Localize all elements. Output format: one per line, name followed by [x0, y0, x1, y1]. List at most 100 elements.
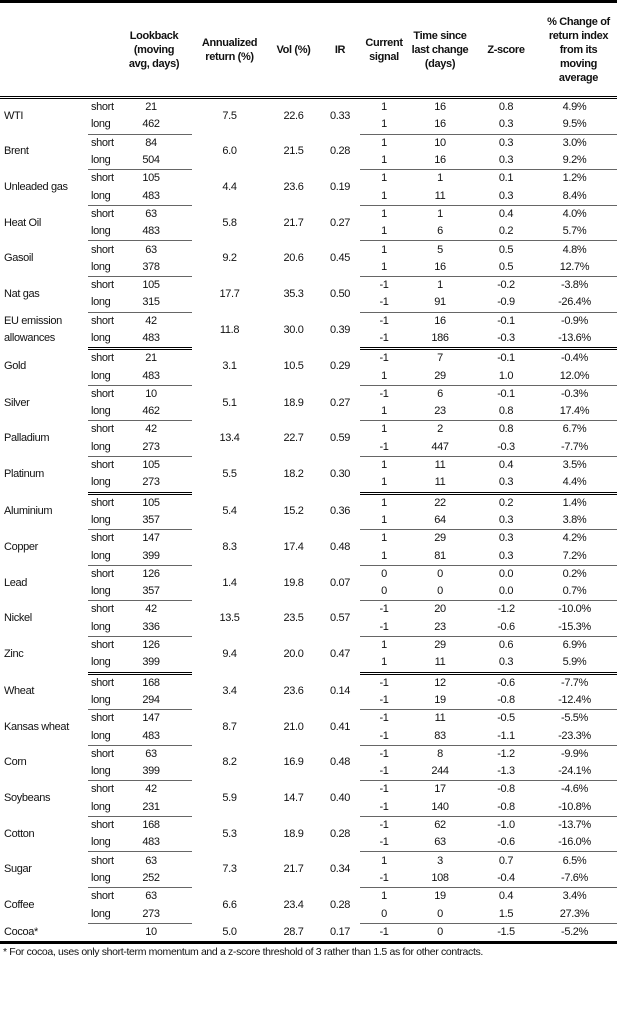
annualized-return: 6.0: [222, 145, 237, 158]
vol-value: 23.6: [283, 684, 304, 697]
pct-change: 8.4%: [540, 187, 617, 206]
commodity-name: Platinum: [4, 468, 44, 481]
current-signal: -1: [379, 603, 389, 616]
annualized-return: 9.4: [222, 648, 237, 661]
lookback-value: 273: [126, 905, 192, 924]
lookback-value: 483: [126, 187, 192, 206]
z-score: 0.3: [472, 116, 540, 135]
time-since-change: 23: [408, 403, 472, 422]
annualized-return: 13.4: [219, 432, 240, 445]
term-label: long: [88, 187, 126, 206]
term-label: short: [91, 136, 114, 149]
term-label: long: [88, 905, 126, 924]
table-row: Palladium short 42 13.4 22.7 0.59 1 2 0.8 6.7%: [0, 421, 617, 444]
lookback-value: 483: [126, 834, 192, 853]
z-score: 0.5: [498, 243, 514, 256]
current-signal: -1: [379, 279, 389, 292]
lookback-value: 126: [142, 639, 160, 652]
annualized-return: 6.6: [222, 898, 237, 911]
ir-value: 0.40: [329, 792, 350, 805]
table-row: Soybeans short 42 5.9 14.7 0.40 -1 17 -0.8 -4.6%: [0, 781, 617, 804]
vol-value: 21.7: [283, 216, 304, 229]
annualized-return: 5.1: [222, 396, 237, 409]
z-score: -0.8: [472, 691, 540, 711]
term-label: long: [88, 294, 126, 313]
pct-change: 3.4%: [562, 890, 587, 903]
z-score: 0.4: [498, 459, 514, 472]
term-label: long: [88, 367, 126, 386]
time-since-change: 1: [437, 207, 443, 220]
z-score: 0.6: [498, 639, 514, 652]
table-row: Coffee short 63 6.6 23.4 0.28 1 19 0.4 3.4%: [0, 888, 617, 911]
time-since-change: 11: [408, 474, 472, 495]
z-score: 0.7: [498, 854, 514, 867]
annualized-return: 8.3: [222, 540, 237, 553]
time-since-change: 83: [408, 727, 472, 746]
header-vol: Vol (%): [267, 0, 320, 99]
pct-change: 12.7%: [540, 258, 617, 277]
commodity-name: Coffee: [4, 898, 35, 911]
z-score: 0.2: [498, 496, 514, 509]
annualized-return: 3.1: [222, 360, 237, 373]
current-signal: 1: [381, 207, 387, 220]
vol-value: 15.2: [283, 504, 304, 517]
current-signal: 1: [360, 367, 408, 386]
commodity-name: Aluminium: [4, 504, 53, 517]
table-row: long 357 1 64 0.3 3.8%: [0, 511, 617, 531]
z-score: 1.5: [472, 905, 540, 924]
term-label: long: [88, 834, 126, 853]
time-since-change: 2: [437, 423, 443, 436]
time-since-change: 186: [408, 329, 472, 351]
term-label: short: [91, 676, 114, 689]
pct-change: -10.0%: [558, 603, 591, 616]
table-row: Cotton short 168 5.3 18.9 0.28 -1 62 -1.0 -13.7%: [0, 816, 617, 840]
lookback-value: 21: [145, 101, 157, 114]
z-score: 0.5: [472, 258, 540, 277]
term-label: short: [91, 423, 114, 436]
z-score: 0.0: [498, 567, 514, 580]
current-signal: 0: [360, 905, 408, 924]
lookback-value: 63: [145, 854, 157, 867]
lookback-value: 42: [145, 314, 157, 327]
current-signal: -1: [360, 834, 408, 853]
lookback-value: 105: [142, 172, 160, 185]
term-label: long: [88, 438, 126, 457]
pct-change: -13.6%: [540, 329, 617, 351]
ir-value: 0.28: [329, 827, 350, 840]
header-commodity: [0, 0, 88, 99]
table-row: long 399 1 11 0.3 5.9%: [0, 654, 617, 675]
time-since-change: 16: [408, 151, 472, 171]
pct-change: -3.8%: [561, 279, 588, 292]
table-row: long 273 1 11 0.3 4.4%: [0, 474, 617, 495]
table-row: Copper short 147 8.3 17.4 0.48 1 29 0.3 4.2%: [0, 530, 617, 553]
time-since-change: 5: [437, 243, 443, 256]
table-row: long 273 -1 447 -0.3 -7.7%: [0, 438, 617, 457]
pct-change: 7.2%: [540, 547, 617, 566]
time-since-change: 81: [408, 547, 472, 566]
term-label: [88, 923, 126, 944]
current-signal: 0: [360, 583, 408, 602]
current-signal: 1: [381, 639, 387, 652]
z-score: 0.3: [472, 187, 540, 206]
lookback-value: 399: [126, 547, 192, 566]
ir-value: 0.29: [329, 360, 350, 373]
current-signal: 1: [381, 890, 387, 903]
table-row: long 273 0 0 1.5 27.3%: [0, 905, 617, 924]
term-label: long: [88, 329, 126, 351]
pct-change: 1.4%: [562, 496, 587, 509]
time-since-change: 10: [434, 136, 446, 149]
term-label: short: [91, 854, 114, 867]
ir-value: 0.41: [329, 720, 350, 733]
z-score: 0.3: [472, 151, 540, 171]
pct-change: 0.7%: [540, 583, 617, 602]
current-signal: 1: [381, 496, 387, 509]
pct-change: -13.7%: [558, 819, 591, 832]
z-score: -0.6: [497, 676, 515, 689]
lookback-value: 105: [142, 459, 160, 472]
pct-change: 5.7%: [540, 223, 617, 242]
header-current-signal: Current signal: [360, 0, 408, 99]
current-signal: -1: [379, 314, 389, 327]
header-annualized-return: Annualized return (%): [192, 0, 267, 99]
header-lookback: Lookback (moving avg, days): [126, 0, 192, 99]
lookback-value: 483: [126, 329, 192, 351]
